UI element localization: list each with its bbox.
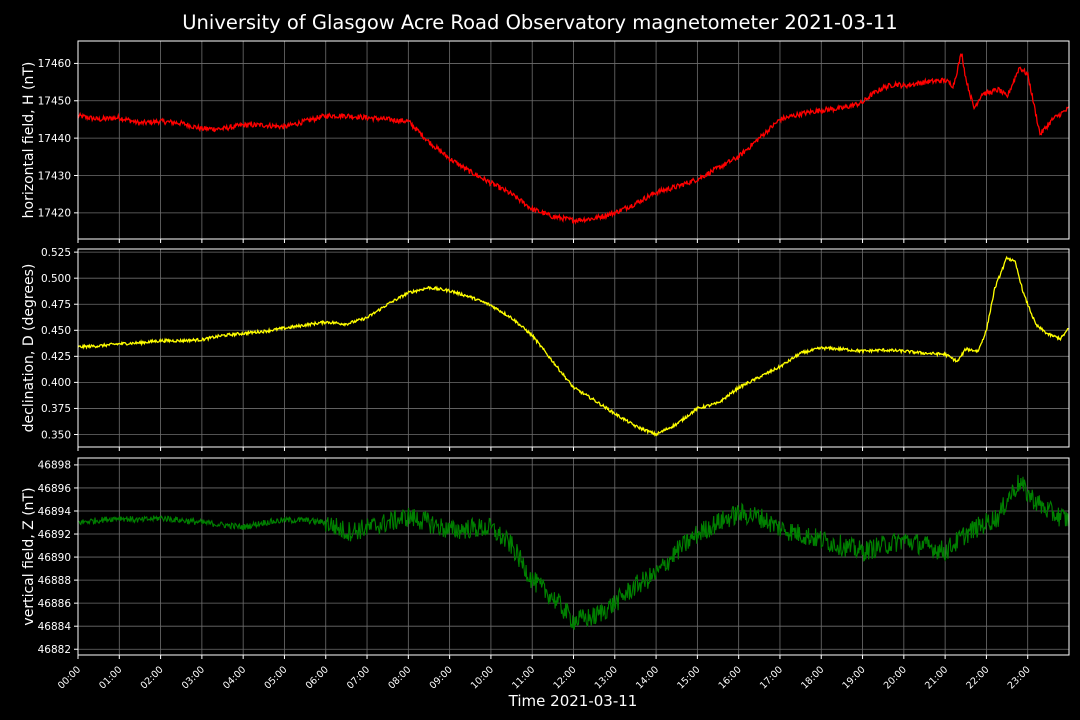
figure-title: University of Glasgow Acre Road Observat… <box>182 11 897 34</box>
y-axis-label-h: horizontal field, H (nT) <box>21 62 37 219</box>
xtick-label: 16:00 <box>717 664 744 691</box>
ytick-label: 46890 <box>38 552 71 564</box>
ytick-label: 46896 <box>38 483 72 495</box>
ytick-label: 46892 <box>38 529 71 541</box>
panel-d: 0.350 0.375 0.400 0.425 0.450 0.475 0.500 0.525… <box>21 247 1070 451</box>
xtick-label: 23:00 <box>1006 664 1033 691</box>
ytick-label: 0.450 <box>41 325 71 337</box>
axes-frame-z <box>77 457 1070 656</box>
xtick-label: 10:00 <box>469 664 496 691</box>
x-axis-label: Time 2021-03-11 <box>508 692 638 710</box>
panel-z: 46882 46884 46886 46888 46890 46892 46894 46896… <box>21 457 1070 691</box>
axes-frame-h <box>77 40 1070 240</box>
xtick-label: 18:00 <box>799 664 826 691</box>
xtick-label: 06:00 <box>304 664 331 691</box>
ytick-label: 17420 <box>38 208 71 220</box>
xtick-label: 22:00 <box>964 664 991 691</box>
ytick-label: 17460 <box>38 58 71 70</box>
xtick-label: 15:00 <box>675 664 702 691</box>
xtick-label: 02:00 <box>139 664 166 691</box>
xtick-label: 07:00 <box>345 664 372 691</box>
xtick-label: 11:00 <box>510 664 537 691</box>
ytick-label: 17440 <box>38 133 71 145</box>
xtick-label: 21:00 <box>923 664 950 691</box>
xtick-label: 03:00 <box>180 664 207 691</box>
xtick-label: 14:00 <box>634 664 661 691</box>
ytick-label: 0.400 <box>41 377 71 389</box>
ytick-label: 0.475 <box>41 299 71 311</box>
xtick-label: 01:00 <box>97 664 124 691</box>
xtick-label: 08:00 <box>386 664 413 691</box>
grid-h <box>77 41 1069 239</box>
ytick-label: 17450 <box>38 96 71 108</box>
ytick-label: 0.350 <box>41 429 71 441</box>
y-axis-label-z: vertical field, Z (nT) <box>21 487 37 625</box>
axes-frame-d <box>77 248 1070 448</box>
xtick-label: 05:00 <box>262 664 289 691</box>
data-line-z <box>78 474 1069 630</box>
xtick-label: 19:00 <box>841 664 868 691</box>
ytick-label: 0.375 <box>41 403 71 415</box>
xtick-label: 12:00 <box>551 664 578 691</box>
ytick-label: 46884 <box>38 621 72 633</box>
ytick-label: 0.425 <box>41 351 71 363</box>
ytick-label: 17430 <box>38 170 71 182</box>
xtick-label: 00:00 <box>56 664 83 691</box>
grid-d <box>77 249 1069 447</box>
ytick-label: 0.500 <box>41 273 71 285</box>
xtick-label: 04:00 <box>221 664 248 691</box>
y-axis-label-d: declination, D (degrees) <box>21 264 37 433</box>
xtick-label: 17:00 <box>758 664 785 691</box>
xtick-label: 13:00 <box>593 664 620 691</box>
xtick-label: 20:00 <box>882 664 909 691</box>
ytick-label: 46886 <box>38 598 72 610</box>
ytick-label: 46898 <box>38 460 71 472</box>
data-line-d <box>78 255 1069 437</box>
data-line-h <box>78 53 1069 225</box>
ytick-label: 46882 <box>38 644 71 656</box>
ytick-label: 46894 <box>38 506 72 518</box>
ytick-label: 46888 <box>38 575 71 587</box>
xtick-label: 09:00 <box>428 664 455 691</box>
ytick-label: 0.525 <box>41 247 71 259</box>
